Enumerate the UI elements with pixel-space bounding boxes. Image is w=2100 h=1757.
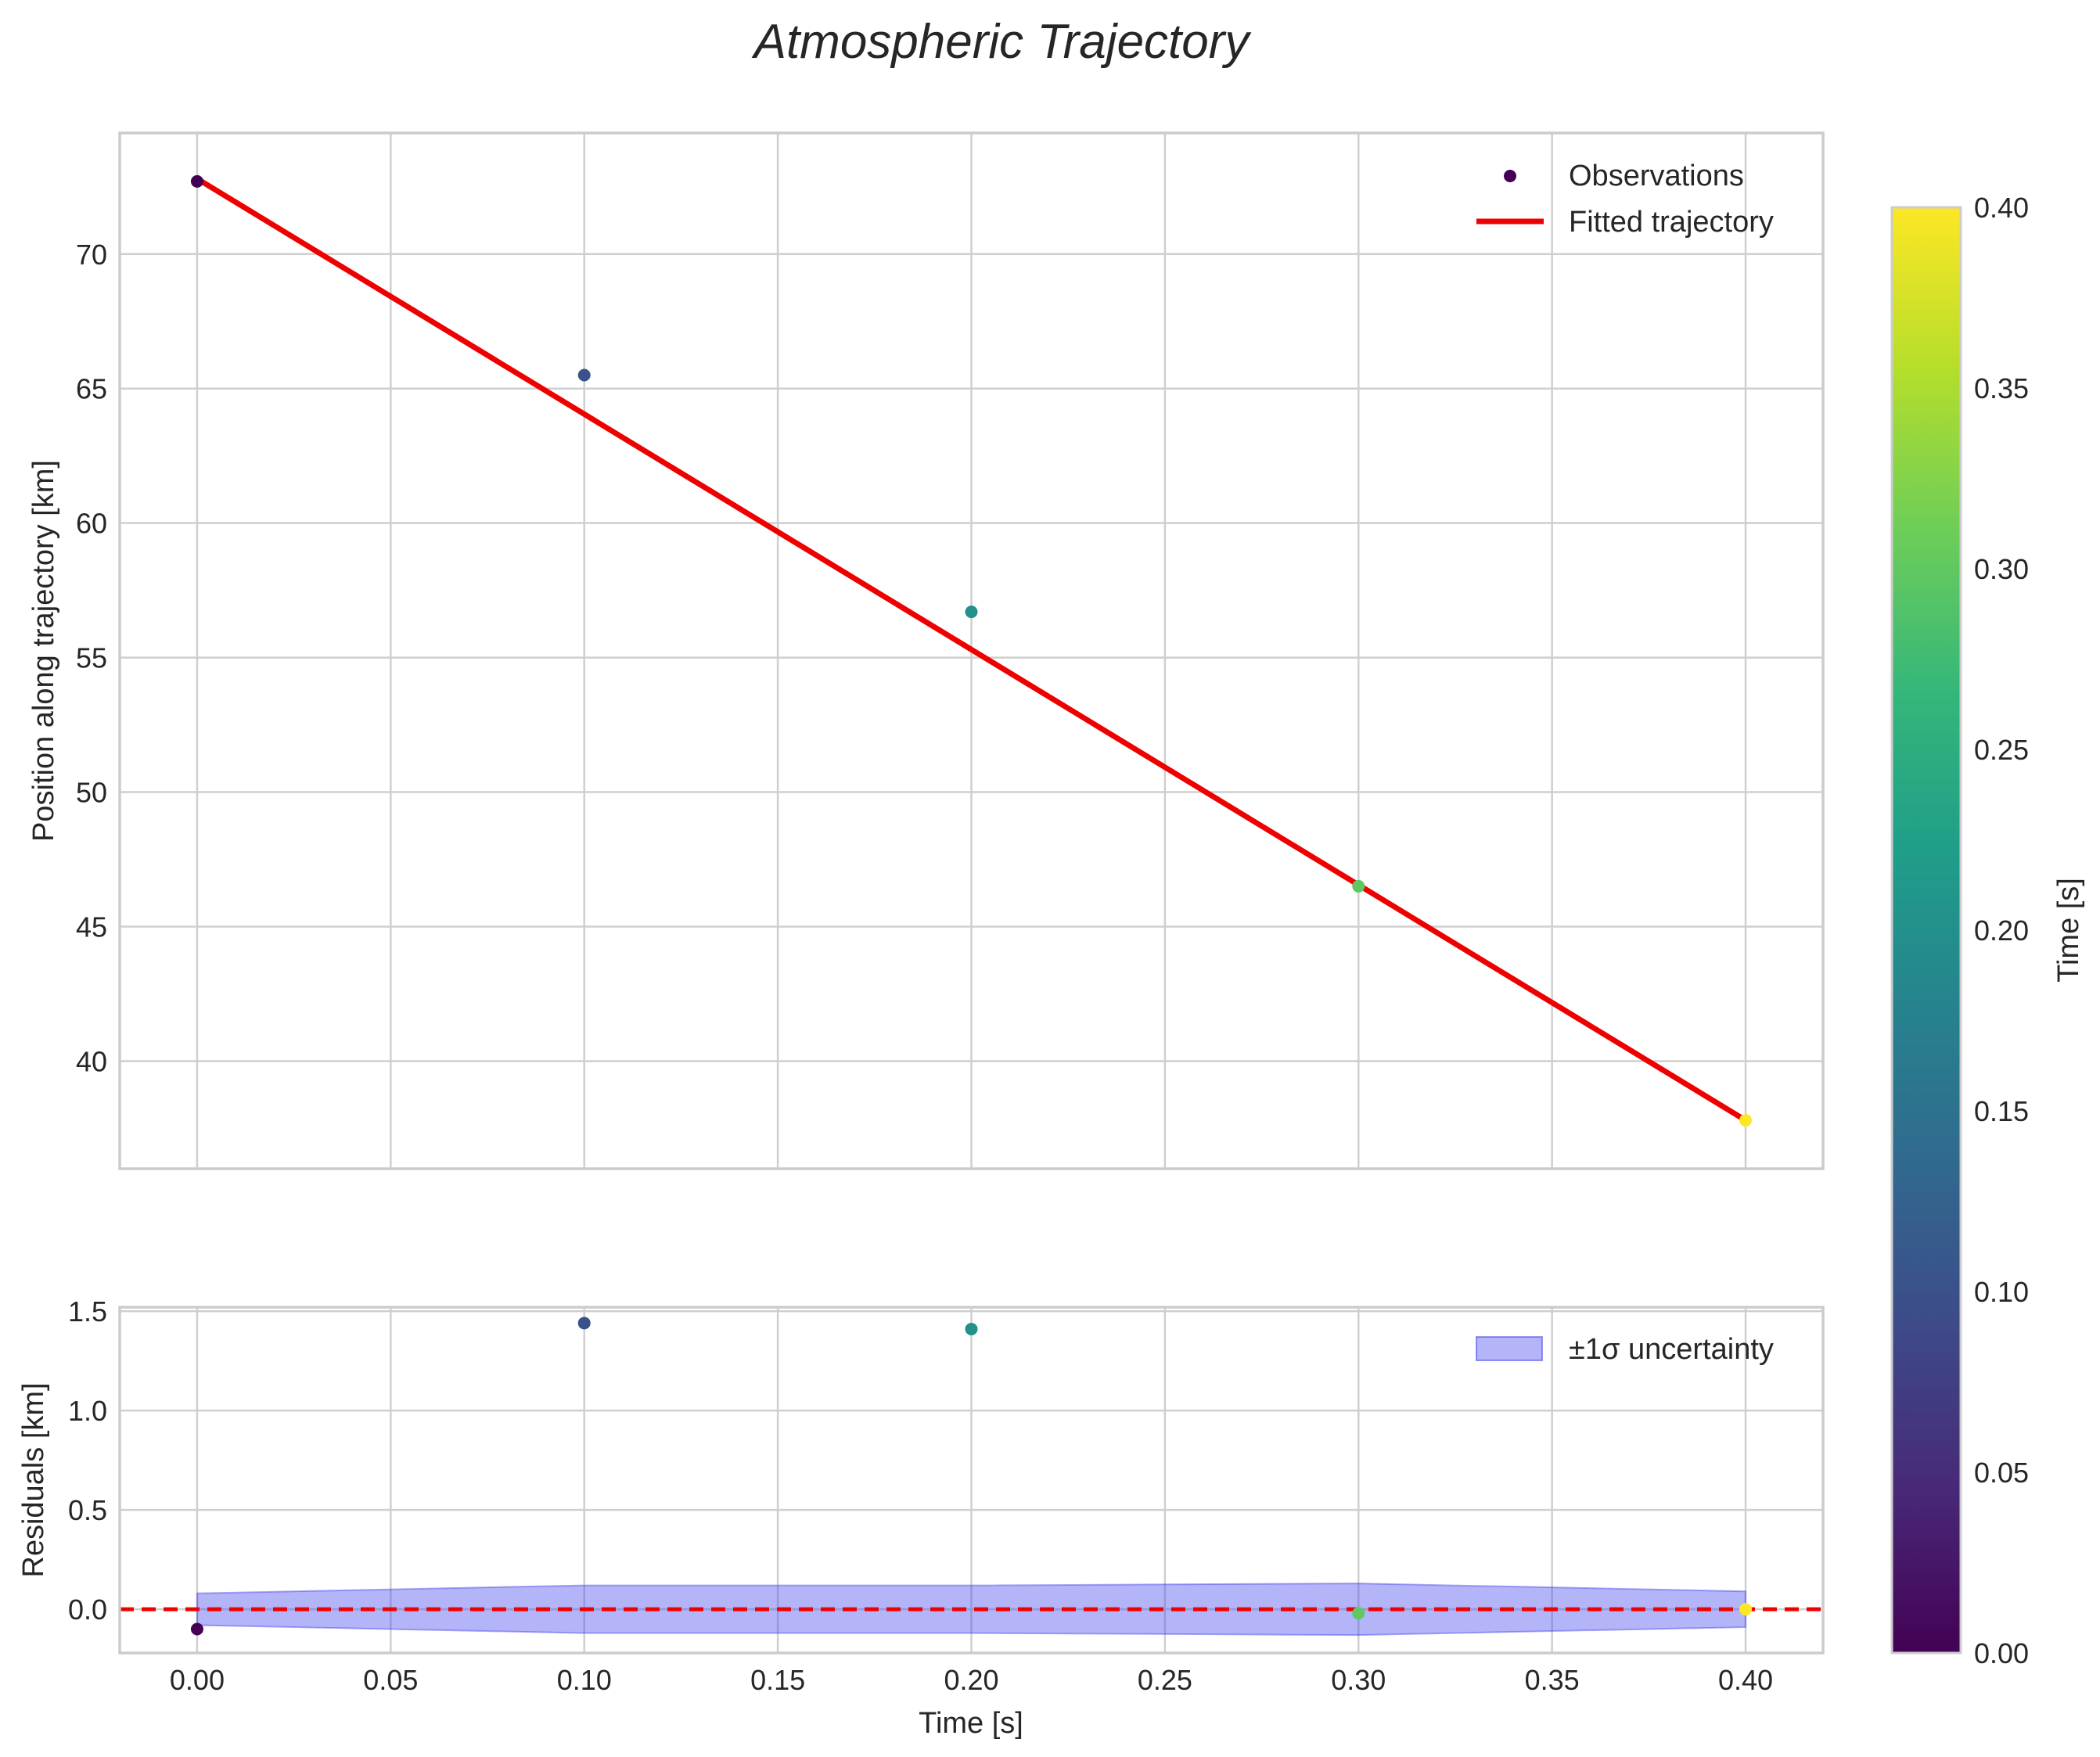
y-tick-label: 45 xyxy=(76,911,107,943)
observation-point xyxy=(965,605,978,619)
x-tick-label: 0.40 xyxy=(1718,1664,1773,1696)
position-panel: 40 45 50 55 60 65 70 Position along trajectory… xyxy=(27,131,1825,1170)
observation-point xyxy=(1352,879,1365,893)
position-grid xyxy=(120,133,1823,1169)
legend-observations-marker xyxy=(1504,170,1516,182)
residuals-axes-frame xyxy=(118,1306,1825,1655)
colorbar-label: Time [s] xyxy=(2052,878,2085,983)
uncertainty-band-layer xyxy=(196,1583,1747,1637)
x-tick-label: 0.20 xyxy=(944,1664,998,1696)
y-tick-label: 40 xyxy=(76,1045,107,1077)
x-tick-label: 0.15 xyxy=(750,1664,805,1696)
x-axis-label: Time [s] xyxy=(919,1707,1023,1740)
residuals-legend: ±1σ uncertainty xyxy=(1476,1333,1774,1366)
colorbar-tick-label: 0.00 xyxy=(1974,1637,2029,1669)
y-tick-label: 1.5 xyxy=(68,1295,107,1328)
chart-title: Atmospheric Trajectory xyxy=(751,15,1253,69)
colorbar-tick-label: 0.10 xyxy=(1974,1276,2029,1308)
observation-point xyxy=(577,368,591,382)
observation-point xyxy=(190,174,203,188)
colorbar-gradient xyxy=(1890,206,1962,1655)
y-tick-label: 70 xyxy=(76,239,107,271)
observations-layer xyxy=(190,174,1753,1127)
y-tick-label: 55 xyxy=(76,642,107,674)
residuals-y-ticks: 0.0 0.5 1.0 1.5 xyxy=(68,1295,107,1626)
colorbar-tick-label: 0.35 xyxy=(1974,372,2029,404)
fitted-trajectory-line xyxy=(196,176,1747,1123)
legend-uncertainty-swatch xyxy=(1476,1336,1543,1361)
x-tick-label: 0.30 xyxy=(1331,1664,1386,1696)
legend-fitted-trajectory-label: Fitted trajectory xyxy=(1569,206,1774,239)
colorbar-tick-label: 0.15 xyxy=(1974,1095,2029,1127)
x-tick-label: 0.35 xyxy=(1525,1664,1580,1696)
residual-point xyxy=(1739,1603,1753,1616)
y-tick-label: 50 xyxy=(76,777,107,809)
residual-point xyxy=(1352,1607,1365,1620)
observation-point xyxy=(1739,1114,1753,1127)
residuals-y-axis-label: Residuals [km] xyxy=(17,1382,50,1577)
residuals-layer xyxy=(190,1317,1753,1636)
residuals-x-ticks: 0.00 0.05 0.10 0.15 0.20 0.25 0.30 0.35 0.40 xyxy=(170,1664,1773,1696)
colorbar-tick-label: 0.40 xyxy=(1974,192,2029,224)
legend-uncertainty-label: ±1σ uncertainty xyxy=(1569,1333,1774,1366)
y-tick-label: 0.5 xyxy=(68,1494,107,1526)
x-tick-label: 0.05 xyxy=(363,1664,418,1696)
residuals-panel: 0.0 0.5 1.0 1.5 0.00 0.05 0.10 0.15 0.20 0.25 0.3… xyxy=(17,1295,1825,1740)
residual-point xyxy=(577,1317,591,1330)
y-tick-label: 0.0 xyxy=(68,1594,107,1626)
x-tick-label: 0.00 xyxy=(170,1664,225,1696)
y-tick-label: 60 xyxy=(76,508,107,540)
residual-point xyxy=(190,1622,203,1636)
colorbar-tick-label: 0.05 xyxy=(1974,1457,2029,1489)
uncertainty-band xyxy=(196,1583,1747,1637)
position-y-ticks: 40 45 50 55 60 65 70 xyxy=(76,239,107,1078)
colorbar-ticks: 0.00 0.05 0.10 0.15 0.20 0.25 0.30 0.35 0.40 xyxy=(1974,192,2029,1669)
colorbar-tick-label: 0.25 xyxy=(1974,734,2029,766)
time-colorbar: 0.00 0.05 0.10 0.15 0.20 0.25 0.30 0.35 0.40 Tim… xyxy=(1890,192,2085,1669)
y-tick-label: 65 xyxy=(76,373,107,405)
colorbar-tick-label: 0.20 xyxy=(1974,914,2029,947)
residual-point xyxy=(965,1322,978,1335)
legend-observations-label: Observations xyxy=(1569,160,1744,192)
y-tick-label: 1.0 xyxy=(68,1395,107,1427)
position-axes-frame xyxy=(118,131,1825,1170)
x-tick-label: 0.25 xyxy=(1138,1664,1192,1696)
fitted-trajectory-layer xyxy=(196,176,1747,1123)
position-y-axis-label: Position along trajectory [km] xyxy=(27,460,60,842)
residuals-grid xyxy=(120,1307,1823,1653)
colorbar-tick-label: 0.30 xyxy=(1974,553,2029,585)
x-tick-label: 0.10 xyxy=(557,1664,612,1696)
position-legend: Observations Fitted trajectory xyxy=(1476,160,1774,239)
